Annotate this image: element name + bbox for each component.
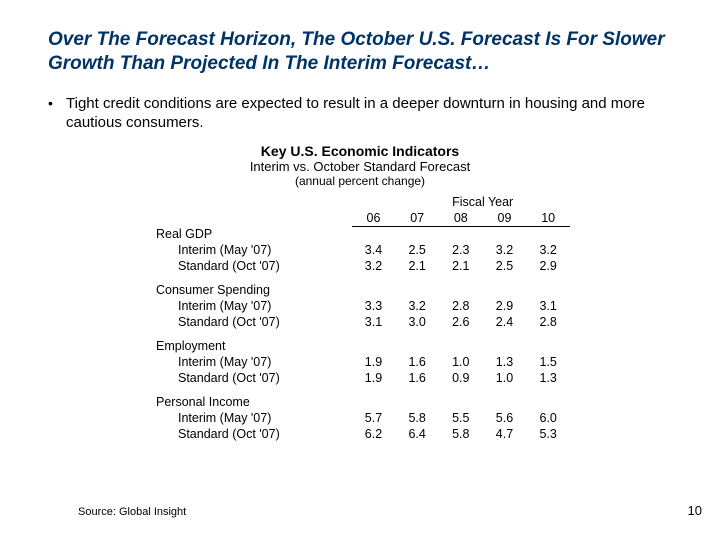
group-header-row: Real GDP: [150, 226, 570, 242]
cell: 2.8: [526, 314, 570, 330]
bullet-item: • Tight credit conditions are expected t…: [48, 94, 672, 133]
data-row: Interim (May '07) 3.3 3.2 2.8 2.9 3.1: [150, 298, 570, 314]
row-label: Interim (May '07): [150, 410, 352, 426]
cell: 6.2: [352, 426, 396, 442]
row-label: Interim (May '07): [150, 242, 352, 258]
slide-title: Over The Forecast Horizon, The October U…: [48, 28, 672, 76]
cell: 1.5: [526, 354, 570, 370]
cell: 3.2: [352, 258, 396, 274]
cell: 2.8: [439, 298, 483, 314]
cell: 2.9: [526, 258, 570, 274]
group-name: Real GDP: [150, 226, 352, 242]
data-row: Standard (Oct '07) 6.2 6.4 5.8 4.7 5.3: [150, 426, 570, 442]
slide: Over The Forecast Horizon, The October U…: [0, 0, 720, 540]
cell: 1.0: [439, 354, 483, 370]
cell: 2.5: [483, 258, 527, 274]
cell: 1.6: [395, 370, 439, 386]
year-header-row: 06 07 08 09 10: [150, 210, 570, 227]
bullet-dot-icon: •: [48, 94, 66, 112]
cell: 1.3: [526, 370, 570, 386]
table-title: Key U.S. Economic Indicators: [150, 143, 570, 159]
cell: 5.6: [483, 410, 527, 426]
cell: 5.5: [439, 410, 483, 426]
table-subtitle-2: (annual percent change): [150, 174, 570, 188]
cell: 1.3: [483, 354, 527, 370]
col-year: 06: [352, 210, 396, 227]
table-subtitle-1: Interim vs. October Standard Forecast: [150, 159, 570, 174]
cell: 2.1: [395, 258, 439, 274]
col-year: 07: [395, 210, 439, 227]
indicators-table: Fiscal Year 06 07 08 09 10 Real GDP Inte…: [150, 194, 570, 443]
row-label: Standard (Oct '07): [150, 370, 352, 386]
cell: 1.0: [483, 370, 527, 386]
col-year: 08: [439, 210, 483, 227]
cell: 5.8: [439, 426, 483, 442]
col-year: 09: [483, 210, 527, 227]
cell: 2.9: [483, 298, 527, 314]
cell: 3.1: [352, 314, 396, 330]
cell: 3.2: [395, 298, 439, 314]
cell: 0.9: [439, 370, 483, 386]
cell: 3.0: [395, 314, 439, 330]
cell: 2.5: [395, 242, 439, 258]
data-row: Standard (Oct '07) 3.2 2.1 2.1 2.5 2.9: [150, 258, 570, 274]
row-label: Standard (Oct '07): [150, 258, 352, 274]
cell: 6.0: [526, 410, 570, 426]
col-year: 10: [526, 210, 570, 227]
cell: 1.9: [352, 370, 396, 386]
cell: 1.9: [352, 354, 396, 370]
cell: 3.2: [526, 242, 570, 258]
cell: 6.4: [395, 426, 439, 442]
cell: 2.3: [439, 242, 483, 258]
indicators-table-block: Key U.S. Economic Indicators Interim vs.…: [150, 143, 570, 443]
cell: 3.3: [352, 298, 396, 314]
cell: 2.4: [483, 314, 527, 330]
data-row: Interim (May '07) 5.7 5.8 5.5 5.6 6.0: [150, 410, 570, 426]
data-row: Standard (Oct '07) 1.9 1.6 0.9 1.0 1.3: [150, 370, 570, 386]
cell: 5.7: [352, 410, 396, 426]
group-header-row: Employment: [150, 338, 570, 354]
cell: 3.1: [526, 298, 570, 314]
cell: 5.8: [395, 410, 439, 426]
source-note: Source: Global Insight: [78, 506, 186, 518]
row-label: Interim (May '07): [150, 354, 352, 370]
group-name: Consumer Spending: [150, 282, 352, 298]
row-label: Standard (Oct '07): [150, 426, 352, 442]
data-row: Interim (May '07) 3.4 2.5 2.3 3.2 3.2: [150, 242, 570, 258]
cell: 3.4: [352, 242, 396, 258]
cell: 2.6: [439, 314, 483, 330]
group-name: Personal Income: [150, 394, 352, 410]
cell: 2.1: [439, 258, 483, 274]
fiscal-year-label: Fiscal Year: [395, 194, 570, 210]
group-name: Employment: [150, 338, 352, 354]
cell: 3.2: [483, 242, 527, 258]
group-header-row: Personal Income: [150, 394, 570, 410]
group-header-row: Consumer Spending: [150, 282, 570, 298]
cell: 5.3: [526, 426, 570, 442]
cell: 1.6: [395, 354, 439, 370]
page-number: 10: [688, 503, 702, 518]
row-label: Interim (May '07): [150, 298, 352, 314]
data-row: Standard (Oct '07) 3.1 3.0 2.6 2.4 2.8: [150, 314, 570, 330]
bullet-text: Tight credit conditions are expected to …: [66, 94, 672, 133]
data-row: Interim (May '07) 1.9 1.6 1.0 1.3 1.5: [150, 354, 570, 370]
fiscal-year-row: Fiscal Year: [150, 194, 570, 210]
cell: 4.7: [483, 426, 527, 442]
row-label: Standard (Oct '07): [150, 314, 352, 330]
